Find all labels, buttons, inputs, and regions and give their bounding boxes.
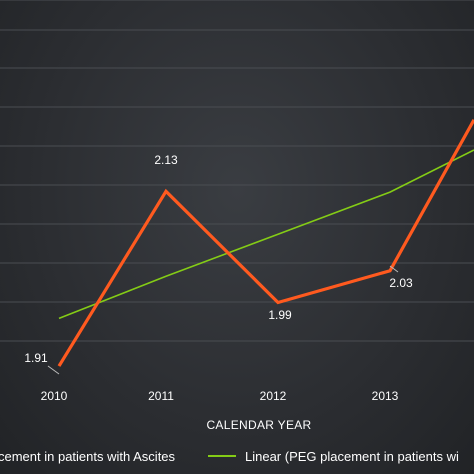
data-label-2012: 1.99 [268,308,292,322]
leader-line-2013 [389,265,399,273]
x-axis-ticks: 2010 2011 2012 2013 [41,389,399,403]
gridlines [0,0,474,342]
data-labels: 1.91 2.13 1.99 2.03 [24,153,413,375]
x-tick-2013: 2013 [372,389,399,403]
trendline-layer [58,149,474,320]
trendline [58,149,474,320]
x-tick-2011: 2011 [148,389,174,403]
legend-label-trendline: Linear (PEG placement in patients wi [245,449,459,464]
series-line [57,119,474,367]
series-layer [57,119,474,367]
legend-label-series: cement in patients with Ascites [0,449,176,464]
x-tick-2010: 2010 [41,389,68,403]
data-label-2013: 2.03 [389,276,413,290]
legend: cement in patients with Ascites Linear (… [0,449,459,464]
data-label-2011: 2.13 [154,153,178,167]
data-label-2010: 1.91 [24,351,48,365]
x-axis-title: CALENDAR YEAR [206,418,311,432]
x-tick-2012: 2012 [260,389,287,403]
leader-line-2010 [47,365,60,375]
